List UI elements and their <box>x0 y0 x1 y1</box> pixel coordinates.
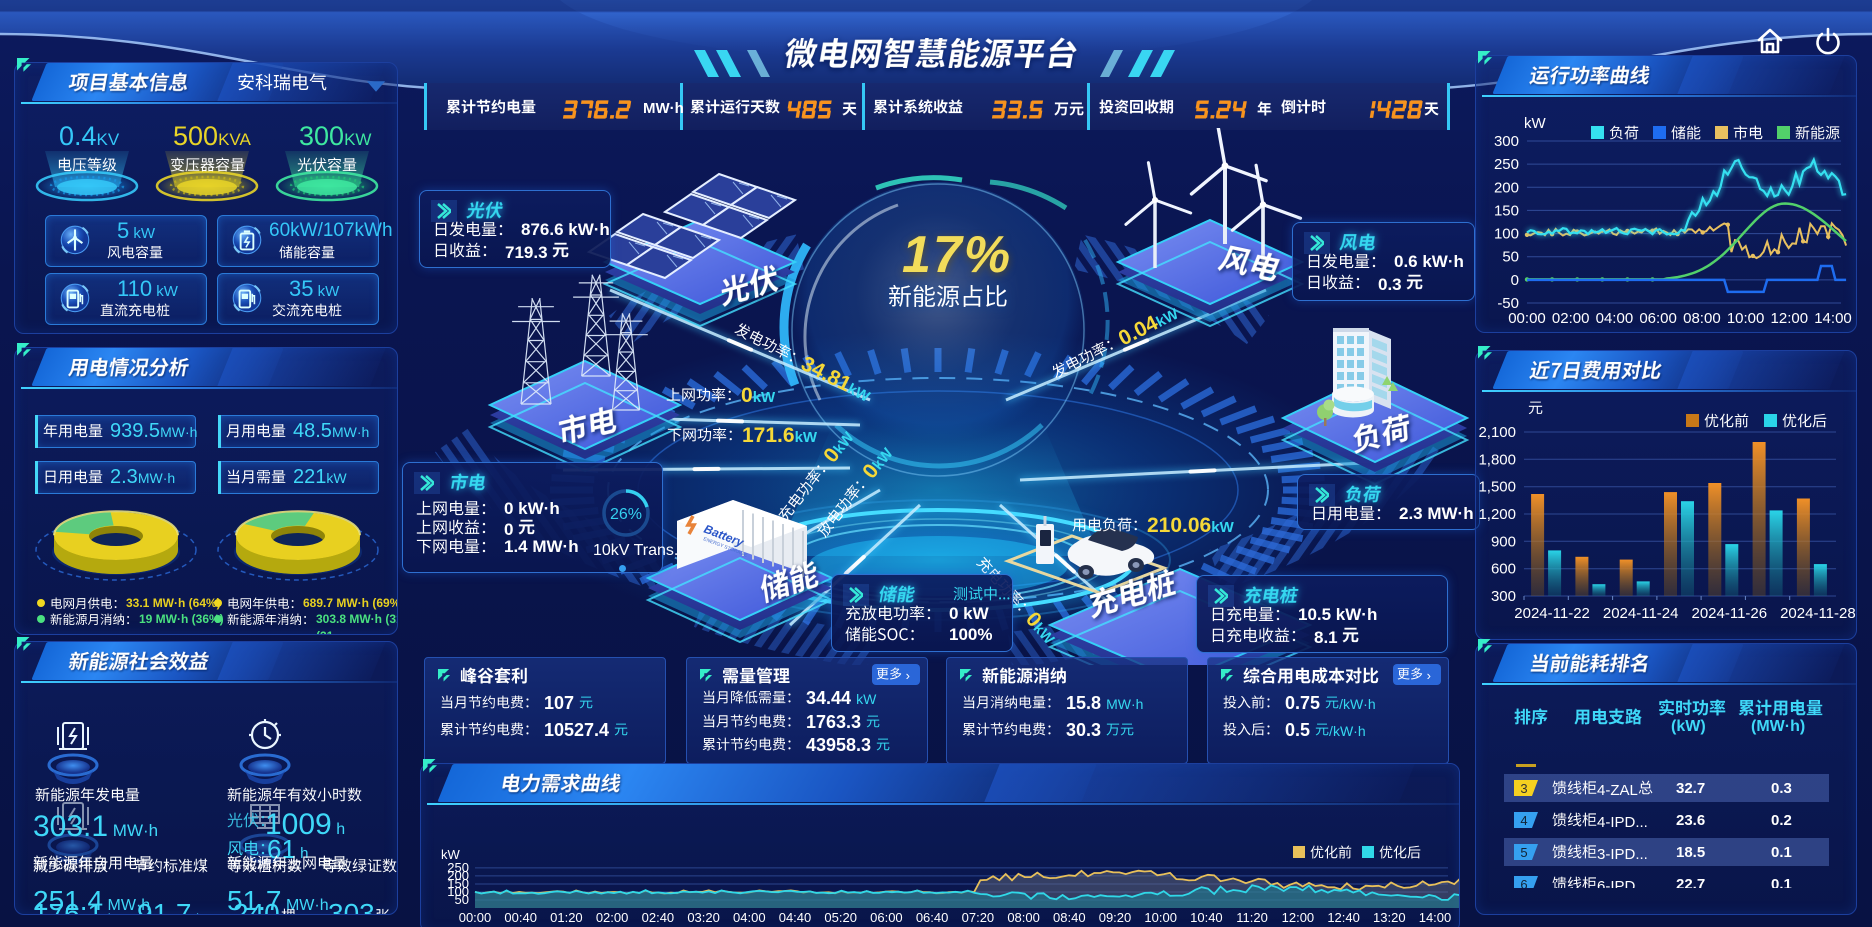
svg-text:150: 150 <box>447 876 469 891</box>
svg-text:00:00: 00:00 <box>459 910 492 925</box>
svg-text:-50: -50 <box>1497 295 1519 312</box>
svg-text:3: 3 <box>1520 781 1527 796</box>
svg-text:11:20: 11:20 <box>1236 910 1268 925</box>
svg-text:kW: kW <box>441 847 461 862</box>
svg-text:04:00: 04:00 <box>1596 310 1634 327</box>
svg-text:50: 50 <box>1502 249 1519 266</box>
svg-text:2024-11-22: 2024-11-22 <box>1514 605 1590 622</box>
svg-text:100: 100 <box>447 884 469 899</box>
svg-text:13:20: 13:20 <box>1373 910 1406 925</box>
svg-text:150: 150 <box>1494 202 1519 219</box>
svg-text:10:00: 10:00 <box>1144 910 1177 925</box>
svg-text:250: 250 <box>1494 156 1519 173</box>
svg-text:26%: 26% <box>610 506 642 523</box>
svg-text:1,500: 1,500 <box>1478 479 1516 496</box>
svg-text:4: 4 <box>1520 813 1527 828</box>
svg-text:12:00: 12:00 <box>1282 910 1315 925</box>
svg-text:06:00: 06:00 <box>1639 310 1677 327</box>
svg-text:00:40: 00:40 <box>504 910 537 925</box>
svg-text:02:00: 02:00 <box>1552 310 1590 327</box>
svg-text:00:00: 00:00 <box>1508 310 1546 327</box>
svg-text:10:00: 10:00 <box>1727 310 1765 327</box>
svg-text:100: 100 <box>1494 226 1519 243</box>
svg-text:04:40: 04:40 <box>779 910 812 925</box>
svg-text:2024-11-24: 2024-11-24 <box>1603 605 1679 622</box>
svg-text:200: 200 <box>447 868 469 883</box>
svg-text:14:00: 14:00 <box>1419 910 1452 925</box>
svg-text:07:20: 07:20 <box>962 910 995 925</box>
svg-text:12:40: 12:40 <box>1327 910 1360 925</box>
svg-text:6: 6 <box>1520 877 1527 888</box>
svg-text:10:40: 10:40 <box>1190 910 1223 925</box>
svg-text:02:40: 02:40 <box>642 910 675 925</box>
svg-text:04:00: 04:00 <box>733 910 766 925</box>
svg-text:06:00: 06:00 <box>870 910 903 925</box>
svg-text:kW: kW <box>1524 115 1547 132</box>
svg-text:50: 50 <box>455 892 469 907</box>
svg-text:08:40: 08:40 <box>1053 910 1086 925</box>
svg-text:06:40: 06:40 <box>916 910 949 925</box>
svg-text:01:20: 01:20 <box>550 910 583 925</box>
svg-text:600: 600 <box>1491 561 1516 578</box>
svg-text:2024-11-26: 2024-11-26 <box>1691 605 1767 622</box>
svg-text:300: 300 <box>1494 133 1519 150</box>
svg-text:08:00: 08:00 <box>1683 310 1721 327</box>
svg-text:08:00: 08:00 <box>1007 910 1040 925</box>
svg-text:2024-11-28: 2024-11-28 <box>1780 605 1856 622</box>
svg-text:02:00: 02:00 <box>596 910 629 925</box>
svg-text:1,200: 1,200 <box>1478 506 1516 523</box>
svg-text:0: 0 <box>1511 272 1519 289</box>
svg-text:2,100: 2,100 <box>1478 424 1516 441</box>
svg-text:12:00: 12:00 <box>1771 310 1809 327</box>
svg-text:900: 900 <box>1491 533 1516 550</box>
svg-text:09:20: 09:20 <box>1099 910 1132 925</box>
svg-text:5: 5 <box>1520 845 1527 860</box>
svg-text:05:20: 05:20 <box>824 910 857 925</box>
svg-text:300: 300 <box>1491 588 1516 605</box>
svg-text:14:00: 14:00 <box>1814 310 1852 327</box>
svg-text:250: 250 <box>447 860 469 875</box>
svg-text:03:20: 03:20 <box>687 910 720 925</box>
svg-text:200: 200 <box>1494 179 1519 196</box>
svg-text:1,800: 1,800 <box>1478 451 1516 468</box>
